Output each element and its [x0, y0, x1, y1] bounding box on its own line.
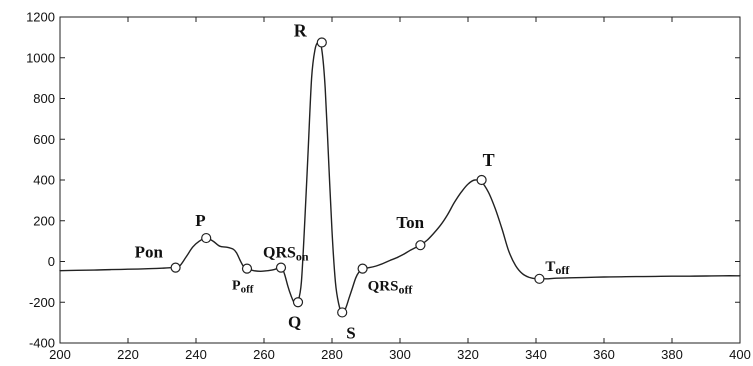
point-label: QRSon — [263, 245, 309, 264]
y-axis: -400 -200 0 200 400 600 800 1000 1200 — [26, 10, 740, 351]
y-tick-label: 1200 — [26, 10, 55, 25]
point-marker — [241, 263, 253, 274]
x-tick-label: 300 — [389, 347, 411, 362]
x-tick-label: 340 — [525, 347, 547, 362]
x-tick-label: 220 — [117, 347, 139, 362]
point-markers — [170, 37, 545, 318]
point-marker — [275, 262, 287, 273]
point-marker — [292, 297, 304, 308]
point-label: Ton — [396, 213, 424, 232]
point-marker — [476, 174, 487, 186]
point-label: Poff — [232, 279, 254, 296]
ecg-series-line — [59, 41, 741, 314]
point-label: QRSoff — [368, 279, 414, 297]
y-tick-label: 600 — [33, 132, 55, 147]
x-tick-label: 380 — [661, 347, 683, 362]
x-tick-label: 260 — [253, 347, 275, 362]
point-marker — [534, 273, 545, 284]
y-tick-label: 200 — [33, 213, 55, 228]
y-tick-label: 800 — [33, 91, 55, 106]
y-tick-label: -200 — [29, 295, 55, 310]
point-marker — [415, 240, 426, 251]
x-tick-label: 200 — [49, 347, 71, 362]
y-tick-label: 1000 — [26, 50, 55, 65]
x-tick-label: 360 — [593, 347, 615, 362]
point-marker — [357, 263, 368, 274]
point-label: S — [346, 323, 355, 342]
x-tick-label: 400 — [729, 347, 751, 362]
point-label: P — [195, 211, 205, 230]
y-tick-label: -400 — [29, 336, 55, 351]
point-label: R — [294, 20, 308, 40]
point-labels: Pon P Poff QRSon Q R S QRSoff Ton T Toff — [135, 20, 571, 342]
point-marker — [201, 232, 212, 244]
x-tick-label: 280 — [321, 347, 343, 362]
point-marker — [316, 37, 327, 48]
y-tick-label: 400 — [33, 173, 55, 188]
point-marker — [170, 262, 181, 273]
x-tick-label: 320 — [457, 347, 479, 362]
y-tick-label: 0 — [48, 254, 55, 269]
point-label: T — [483, 150, 495, 170]
point-label: Pon — [135, 243, 164, 262]
x-tick-label: 240 — [185, 347, 207, 362]
point-marker — [337, 307, 348, 318]
point-label: Toff — [545, 259, 570, 277]
x-axis: 200 220 240 260 280 300 320 340 360 380 400 — [49, 17, 751, 362]
point-label: Q — [288, 312, 301, 331]
